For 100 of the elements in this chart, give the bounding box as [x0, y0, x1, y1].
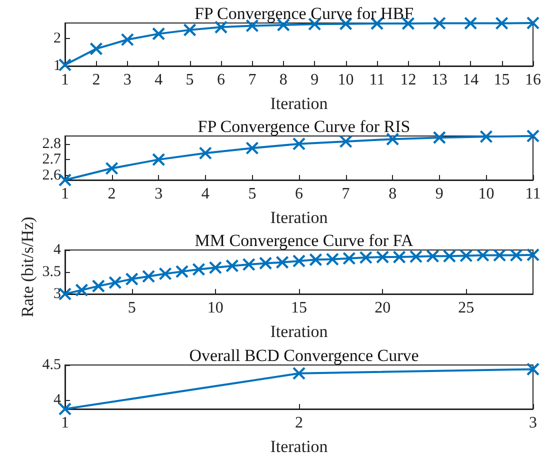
point	[292, 366, 306, 380]
x-tick-label: 11	[369, 72, 385, 88]
point	[392, 250, 406, 264]
x-tick-label: 14	[462, 72, 479, 88]
point	[510, 248, 523, 262]
x-tick-label: 15	[291, 300, 307, 316]
x-tick-label: 9	[310, 72, 319, 88]
point	[105, 162, 118, 175]
y-tick-label: 2	[54, 30, 61, 46]
x-tick-label: 12	[400, 72, 416, 88]
point	[108, 276, 122, 290]
x-axis-title: Iteration	[270, 437, 328, 456]
x-tick-label: 5	[128, 300, 136, 316]
point	[386, 132, 400, 146]
point	[183, 23, 196, 37]
chart-title: MM Convergence Curve for FA	[194, 231, 414, 250]
x-tick-label: 6	[295, 186, 303, 202]
y-tick-label: 4	[54, 392, 62, 408]
point	[125, 272, 138, 286]
point	[526, 16, 540, 30]
point	[142, 270, 156, 283]
point	[326, 252, 340, 266]
x-tick-label: 10	[478, 186, 494, 202]
point	[246, 142, 259, 155]
x-tick-label: 10	[338, 72, 354, 88]
y-tick-label: 4.5	[42, 357, 61, 373]
point	[92, 279, 106, 293]
chart-title: Overall BCD Convergence Curve	[189, 346, 419, 365]
point	[58, 58, 72, 72]
point	[309, 253, 322, 266]
x-tick-label: 2	[92, 72, 100, 88]
point	[58, 402, 72, 416]
x-tick-label: 16	[525, 72, 541, 88]
y-tick-label: 3.5	[42, 264, 61, 280]
chart-title: FP Convergence Curve for RIS	[198, 117, 410, 136]
point	[432, 130, 446, 144]
point	[90, 42, 103, 56]
point	[526, 248, 540, 262]
point	[120, 33, 134, 46]
point	[432, 16, 446, 30]
x-tick-label: 9	[435, 186, 444, 202]
x-tick-label: 3	[154, 186, 163, 202]
y-tick-label: 2.7	[42, 152, 62, 168]
y-tick-label: 2.8	[42, 136, 61, 152]
point	[464, 16, 478, 30]
point	[152, 27, 166, 40]
point	[292, 254, 306, 268]
y-tick-label: 3	[54, 286, 61, 302]
x-tick-label: 10	[207, 300, 224, 316]
point	[526, 129, 540, 143]
point	[175, 264, 189, 278]
point	[409, 250, 423, 264]
point	[495, 16, 508, 30]
point	[198, 146, 212, 160]
point	[75, 283, 88, 297]
x-tick-label: 2	[108, 186, 116, 202]
point	[460, 249, 473, 262]
point	[526, 362, 540, 376]
point	[192, 262, 206, 276]
x-tick-label: 13	[431, 72, 448, 88]
point	[492, 248, 506, 262]
x-tick-label: 4	[201, 186, 210, 202]
y-axis-title: Rate (bit/s/Hz)	[18, 216, 38, 318]
point	[480, 130, 493, 144]
point	[276, 256, 289, 269]
point	[226, 259, 239, 272]
point	[242, 258, 256, 272]
point	[158, 267, 172, 280]
point	[152, 152, 166, 166]
x-tick-label: 5	[186, 72, 194, 88]
y-tick-label: 1	[54, 58, 61, 74]
x-tick-label: 15	[494, 72, 510, 88]
chart-title: FP Convergence Curve for HBF	[194, 4, 414, 23]
x-tick-label: 11	[525, 186, 541, 202]
x-tick-label: 20	[374, 300, 391, 316]
x-tick-label: 7	[342, 186, 350, 202]
x-tick-label: 4	[154, 72, 163, 88]
point	[442, 250, 456, 263]
x-tick-label: 7	[248, 72, 256, 88]
x-tick-label: 6	[217, 72, 225, 88]
point	[426, 250, 440, 263]
x-axis-title: Iteration	[270, 208, 328, 227]
x-tick-label: 3	[123, 72, 132, 88]
y-tick-label: 2.6	[42, 167, 62, 184]
point	[342, 252, 356, 265]
point	[339, 134, 352, 148]
point	[208, 261, 222, 274]
y-tick-label: 4	[54, 242, 62, 258]
point	[359, 250, 372, 264]
point	[258, 256, 272, 270]
x-tick-label: 2	[295, 414, 303, 432]
x-axis-title: Iteration	[270, 322, 328, 341]
point	[292, 137, 306, 150]
x-tick-label: 3	[529, 414, 537, 432]
x-tick-label: 25	[458, 300, 474, 316]
point	[476, 248, 490, 262]
x-tick-label: 8	[279, 72, 288, 88]
x-tick-label: 5	[248, 186, 256, 202]
x-tick-label: 8	[388, 186, 397, 202]
x-axis-title: Iteration	[270, 94, 328, 113]
